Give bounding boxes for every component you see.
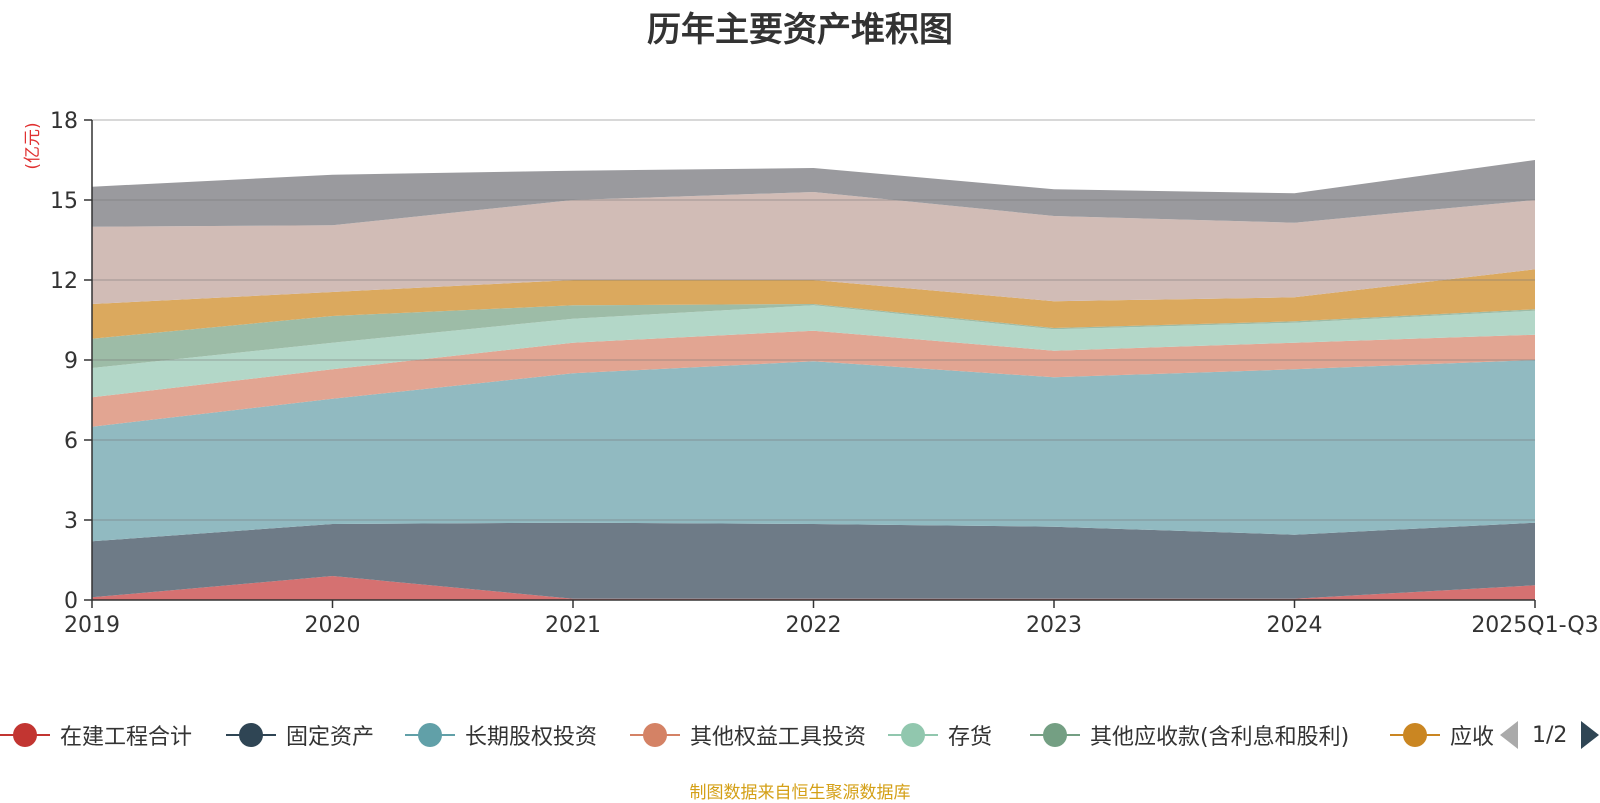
source-note: 制图数据来自恒生聚源数据库 <box>689 783 911 803</box>
legend-marker-icon <box>1390 720 1440 750</box>
area-6 <box>92 304 1535 368</box>
area-1 <box>92 576 1535 600</box>
x-tick-label-2: 2021 <box>545 613 601 638</box>
legend-item-2[interactable]: 固定资产 <box>226 712 374 758</box>
legend-label: 在建工程合计 <box>60 725 193 750</box>
y-tick-label-6: 18 <box>50 109 78 134</box>
pager-text: 1/2 <box>1532 722 1568 748</box>
legend-marker-icon <box>405 720 455 750</box>
legend-label: 其他应收款(含利息和股利) <box>1090 725 1350 750</box>
legend-label: 应收账款 <box>1450 725 1495 750</box>
legend-label: 固定资产 <box>286 725 375 750</box>
legend-marker-icon <box>630 720 680 750</box>
stacked-area-chart: 0 3 6 9 12 15 18 2019 2020 2021 2022 2023 2024 2025Q1… <box>23 109 1599 638</box>
y-tick-label-2: 6 <box>64 429 78 454</box>
area-4 <box>92 330 1535 427</box>
y-axis-unit-label: (亿元) <box>23 122 43 169</box>
legend-marker-icon <box>226 720 276 750</box>
legend-item-1[interactable]: 在建工程合计 <box>0 712 192 758</box>
legend-marker-icon <box>1030 720 1080 750</box>
area-3 <box>92 360 1535 542</box>
x-tick-label-0: 2019 <box>64 613 120 638</box>
legend-label: 长期股权投资 <box>465 725 598 750</box>
legend-item-3[interactable]: 长期股权投资 <box>405 712 597 758</box>
y-tick-label-1: 3 <box>64 509 78 534</box>
chart-title: 历年主要资产堆积图 <box>647 10 953 50</box>
y-tick-label-4: 12 <box>50 269 78 294</box>
area-8 <box>92 192 1535 304</box>
legend-label: 其他权益工具投资 <box>690 725 867 750</box>
y-tick-label-0: 0 <box>64 589 78 614</box>
legend-item-6[interactable]: 其他应收款(含利息和股利) <box>1030 712 1349 758</box>
y-tick-label-5: 15 <box>50 189 78 214</box>
y-tick-label-3: 9 <box>64 349 78 374</box>
legend-marker-icon <box>0 720 50 750</box>
pager-prev-icon[interactable] <box>1500 721 1518 749</box>
legend-item-5[interactable]: 存货 <box>888 712 992 758</box>
x-tick-label-6: 2025Q1-Q3 <box>1471 613 1598 638</box>
area-9 <box>92 160 1535 227</box>
area-2 <box>92 522 1535 599</box>
pager-next-icon[interactable] <box>1581 721 1600 749</box>
legend-pager: 1/2 <box>1500 712 1600 758</box>
legend-marker-icon <box>888 720 938 750</box>
x-tick-label-1: 2020 <box>305 613 361 638</box>
x-tick-label-4: 2023 <box>1026 613 1082 638</box>
legend: 在建工程合计 固定资产 长期股权投资 其他权益工具投资 存货 其他应收款(含利息和股利) 应… <box>0 712 1495 758</box>
area-5 <box>92 305 1535 398</box>
x-tick-label-3: 2022 <box>786 613 842 638</box>
area-7 <box>92 269 1535 339</box>
legend-item-7[interactable]: 应收账款 <box>1390 712 1495 758</box>
legend-label: 存货 <box>948 725 993 750</box>
legend-item-4[interactable]: 其他权益工具投资 <box>630 712 866 758</box>
x-tick-label-5: 2024 <box>1267 613 1323 638</box>
